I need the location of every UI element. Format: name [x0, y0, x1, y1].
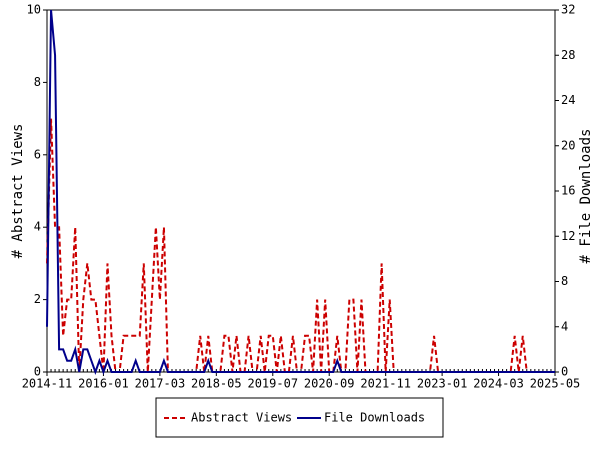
y2-tick-label: 20	[561, 138, 575, 152]
y2-tick-label: 16	[561, 184, 575, 198]
y-tick-label: 0	[34, 365, 41, 379]
y2-tick-label: 32	[561, 3, 575, 17]
x-tick-label: 2018-05	[191, 377, 242, 391]
x-tick-label: 2019-07	[247, 377, 298, 391]
y2-tick-label: 28	[561, 48, 575, 62]
x-tick-label: 2021-11	[360, 377, 411, 391]
x-tick-label: 2024-03	[473, 377, 524, 391]
y-axis-label: # Abstract Views	[10, 124, 26, 259]
y2-tick-label: 0	[561, 365, 568, 379]
legend-label: Abstract Views	[191, 411, 292, 425]
x-tick-label: 2020-09	[304, 377, 355, 391]
x-tick-label: 2017-03	[135, 377, 186, 391]
y-tick-label: 4	[34, 220, 41, 234]
series-line	[46, 118, 555, 373]
y2-tick-label: 12	[561, 229, 575, 243]
series-line	[46, 9, 555, 375]
y-tick-label: 2	[34, 292, 41, 306]
y-tick-label: 10	[27, 3, 41, 17]
legend-label: File Downloads	[324, 411, 425, 425]
x-tick-label: 2014-11	[22, 377, 73, 391]
y-tick-label: 6	[34, 147, 41, 161]
y2-axis-label: # File Downloads	[578, 129, 594, 264]
y-tick-label: 8	[34, 75, 41, 89]
x-tick-label: 2025-05	[530, 377, 581, 391]
x-tick-label: 2023-01	[417, 377, 468, 391]
y2-tick-label: 24	[561, 93, 575, 107]
y2-tick-label: 4	[561, 319, 568, 333]
plot-area	[46, 9, 556, 373]
x-tick-label: 2016-01	[78, 377, 129, 391]
y2-tick-label: 8	[561, 274, 568, 288]
